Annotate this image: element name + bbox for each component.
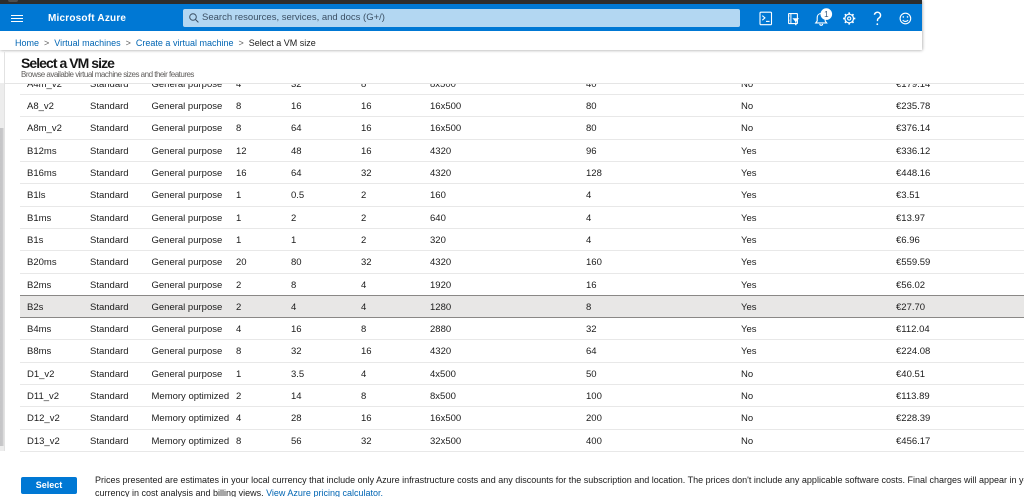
svg-text:1: 1 [824, 10, 829, 19]
